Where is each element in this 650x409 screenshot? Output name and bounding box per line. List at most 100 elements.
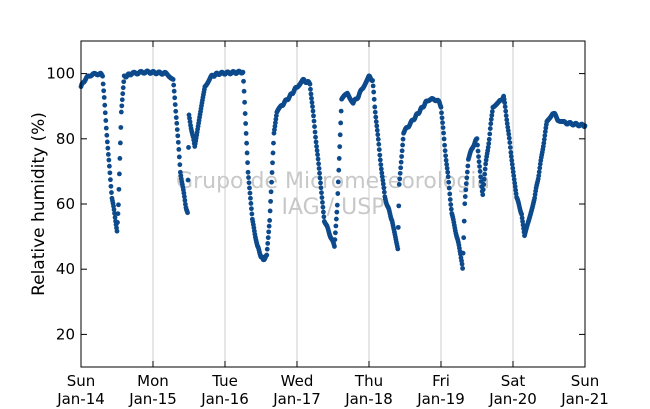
data-point (120, 85, 126, 91)
data-point (376, 141, 382, 147)
data-point (118, 109, 124, 115)
data-point (338, 108, 344, 114)
data-point (102, 110, 108, 116)
data-point (503, 108, 509, 114)
data-point (510, 165, 516, 171)
data-point (370, 83, 376, 89)
data-point (396, 203, 402, 209)
data-point (464, 169, 470, 175)
data-point (399, 148, 405, 154)
data-point (380, 177, 386, 183)
data-point (487, 131, 493, 137)
data-point (120, 91, 126, 97)
data-point (462, 201, 468, 207)
data-point (504, 117, 510, 123)
data-point (318, 185, 324, 191)
x-tick-label-day: Fri (432, 372, 450, 390)
data-point (480, 192, 486, 198)
data-point (248, 201, 254, 206)
data-point (511, 177, 517, 182)
data-point (313, 139, 319, 145)
data-point (442, 142, 447, 148)
data-point (481, 176, 487, 182)
data-point (378, 166, 384, 172)
data-point (397, 176, 403, 182)
data-point (176, 147, 182, 152)
data-point (312, 129, 318, 135)
watermark-line-1: Grupo de Micrometeorologia (176, 169, 490, 194)
data-point (101, 88, 107, 94)
data-point (185, 210, 190, 216)
data-point (442, 148, 448, 154)
data-point (487, 126, 493, 131)
data-point (267, 218, 273, 223)
data-point (337, 132, 343, 138)
data-point (441, 130, 446, 136)
x-tick-label-day: Mon (137, 372, 169, 390)
data-point (459, 261, 465, 267)
x-tick-label-date: Jan-15 (128, 390, 177, 408)
data-points (78, 68, 588, 271)
data-point (316, 161, 321, 167)
data-point (477, 164, 482, 169)
data-point (541, 140, 547, 146)
data-point (107, 170, 113, 176)
data-point (319, 195, 325, 200)
data-point (446, 185, 452, 191)
data-point (175, 133, 181, 139)
data-point (335, 179, 341, 185)
data-point (317, 175, 323, 181)
data-point (264, 252, 270, 258)
data-point (241, 78, 246, 84)
data-point (267, 208, 273, 214)
data-point (307, 81, 313, 87)
data-point (315, 152, 320, 158)
data-point (111, 207, 117, 212)
x-tick-label-day: Sat (501, 372, 526, 390)
data-point (377, 157, 383, 163)
data-point (315, 156, 321, 162)
y-axis-label: Relative humidity (%) (29, 112, 49, 296)
data-point (171, 88, 177, 94)
data-point (271, 140, 276, 146)
data-point (465, 163, 471, 169)
x-tick-label-day: Thu (354, 372, 383, 390)
x-tick-label-day: Tue (211, 372, 238, 390)
data-point (445, 169, 451, 175)
y-tick-label: 20 (56, 325, 75, 343)
data-point (108, 177, 113, 183)
data-point (105, 145, 111, 151)
data-point (171, 82, 177, 88)
data-point (170, 77, 176, 82)
data-point (381, 185, 387, 191)
data-point (333, 230, 338, 236)
data-point (513, 191, 519, 197)
data-point (462, 194, 468, 199)
data-point (481, 182, 487, 187)
data-point (374, 123, 380, 129)
data-point (371, 89, 377, 95)
data-point (246, 175, 251, 180)
data-point (100, 81, 106, 87)
data-point (269, 170, 275, 175)
watermark: Grupo de Micrometeorologia IAG / USP (176, 169, 490, 220)
data-point (121, 79, 127, 85)
data-point (187, 115, 192, 121)
data-point (112, 214, 118, 220)
data-point (400, 142, 405, 148)
data-point (245, 169, 251, 175)
data-point (321, 209, 326, 215)
data-point (182, 197, 188, 203)
data-point (443, 153, 449, 159)
data-point (181, 194, 187, 199)
data-point (337, 144, 343, 150)
data-point (488, 116, 494, 122)
data-point (376, 147, 382, 153)
data-point (519, 211, 525, 217)
data-point (311, 113, 316, 119)
x-tick-label-day: Wed (281, 372, 314, 390)
y-tick-label: 40 (56, 260, 75, 278)
data-point (506, 131, 512, 137)
x-tick-label-date: Jan-17 (272, 390, 321, 408)
data-point (249, 211, 255, 217)
